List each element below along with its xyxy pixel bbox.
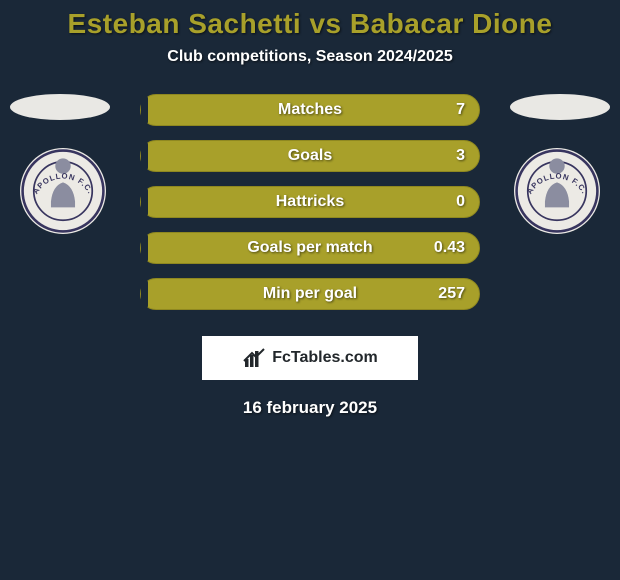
player-slot-left <box>10 94 110 120</box>
bar-chart-icon <box>242 346 266 370</box>
apollon-crest-icon: APOLLON F.C. <box>514 148 600 234</box>
player-slot-right <box>510 94 610 120</box>
stat-bar-row: Hattricks0 <box>140 186 480 218</box>
apollon-crest-icon: APOLLON F.C. <box>20 148 106 234</box>
brand-watermark: FcTables.com <box>202 336 418 380</box>
club-badge-left: APOLLON F.C. <box>20 148 106 234</box>
stat-bar-value: 3 <box>456 147 465 165</box>
stat-bar-row: Matches7 <box>140 94 480 126</box>
stat-bar-value: 7 <box>456 101 465 119</box>
stat-bar-row: Goals3 <box>140 140 480 172</box>
stat-bars: Matches7Goals3Hattricks0Goals per match0… <box>140 94 480 310</box>
comparison-body: APOLLON F.C. APOLLON F.C. Matches7 Goals3… <box>0 94 620 310</box>
stat-bar-value: 0.43 <box>434 239 465 257</box>
stat-bar-row: Goals per match0.43 <box>140 232 480 264</box>
stat-bar-label: Matches <box>141 101 479 119</box>
stat-bar-label: Min per goal <box>141 285 479 303</box>
stat-bar-label: Hattricks <box>141 193 479 211</box>
stat-bar-value: 257 <box>438 285 465 303</box>
comparison-title: Esteban Sachetti vs Babacar Dione <box>0 0 620 40</box>
subtitle: Club competitions, Season 2024/2025 <box>0 48 620 66</box>
stat-bar-value: 0 <box>456 193 465 211</box>
brand-text: FcTables.com <box>272 349 378 367</box>
stat-bar-label: Goals <box>141 147 479 165</box>
stat-bar-label: Goals per match <box>141 239 479 257</box>
stat-bar-row: Min per goal257 <box>140 278 480 310</box>
snapshot-date: 16 february 2025 <box>0 398 620 418</box>
club-badge-right: APOLLON F.C. <box>514 148 600 234</box>
